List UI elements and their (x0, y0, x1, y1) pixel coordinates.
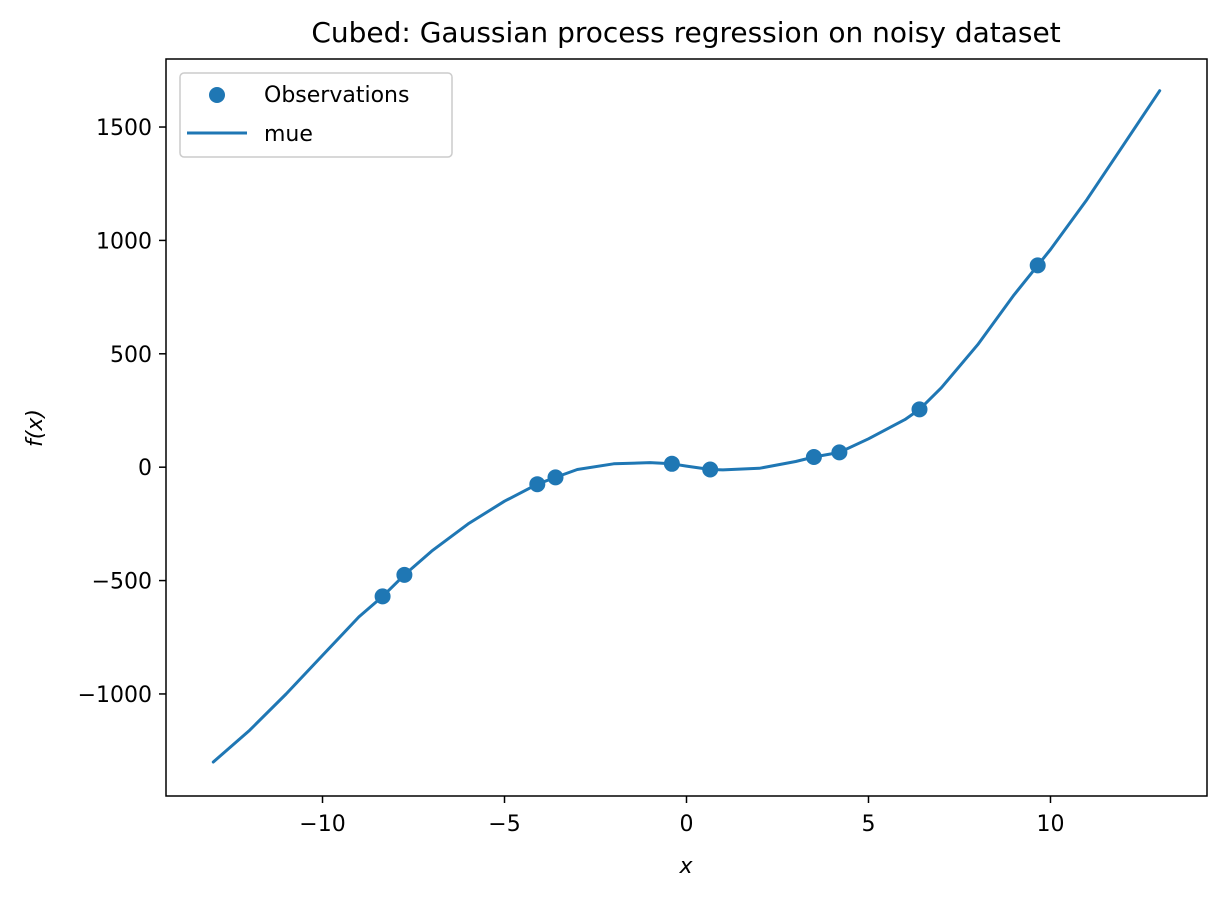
observation-point (396, 566, 413, 583)
observation-point (547, 469, 564, 486)
y-tick-label: −500 (92, 570, 152, 595)
observation-point (805, 449, 822, 465)
plot-area (211, 89, 1162, 764)
x-tick-label: −5 (488, 812, 520, 837)
observation-point (663, 455, 680, 472)
y-tick-label: −1000 (78, 683, 152, 708)
x-tick-label: −10 (299, 812, 345, 837)
observation-point (374, 588, 391, 605)
observation-point (1029, 257, 1046, 274)
x-axis: −10 −5 0 5 10 (299, 796, 1064, 837)
legend-label-observations: Observations (264, 83, 409, 108)
chart-title: Cubed: Gaussian process regression on no… (311, 16, 1060, 49)
observation-point (702, 461, 719, 478)
y-axis-label: f(x) (23, 409, 48, 447)
legend-marker-observations (209, 87, 225, 103)
x-tick-label: 0 (680, 812, 694, 837)
y-tick-label: 0 (138, 456, 152, 481)
legend: Observations mue (179, 72, 453, 158)
legend-label-mue: mue (264, 122, 313, 147)
legend-box (179, 72, 453, 158)
observation-point (911, 401, 928, 418)
series-line-mue (211, 89, 1162, 764)
x-axis-label: x (678, 854, 693, 879)
y-tick-label: 500 (110, 343, 152, 368)
observation-point (831, 444, 848, 461)
x-tick-label: 10 (1036, 812, 1064, 837)
y-axis: −1000 −500 0 500 1000 1500 (78, 116, 166, 708)
observation-point (529, 476, 546, 493)
x-tick-label: 5 (861, 812, 875, 837)
y-tick-label: 1500 (96, 116, 152, 141)
y-tick-label: 1000 (96, 229, 152, 254)
